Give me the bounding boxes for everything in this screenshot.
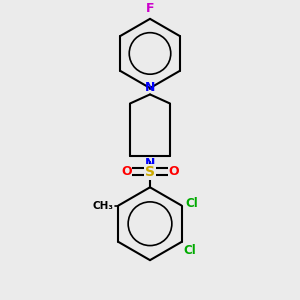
Text: N: N [145,80,155,94]
Text: Cl: Cl [183,244,196,257]
Text: F: F [146,2,154,15]
Text: N: N [145,157,155,170]
Text: O: O [121,165,132,178]
Text: Cl: Cl [185,197,198,210]
Text: O: O [168,165,179,178]
Text: S: S [145,165,155,179]
Text: CH₃: CH₃ [93,200,114,211]
